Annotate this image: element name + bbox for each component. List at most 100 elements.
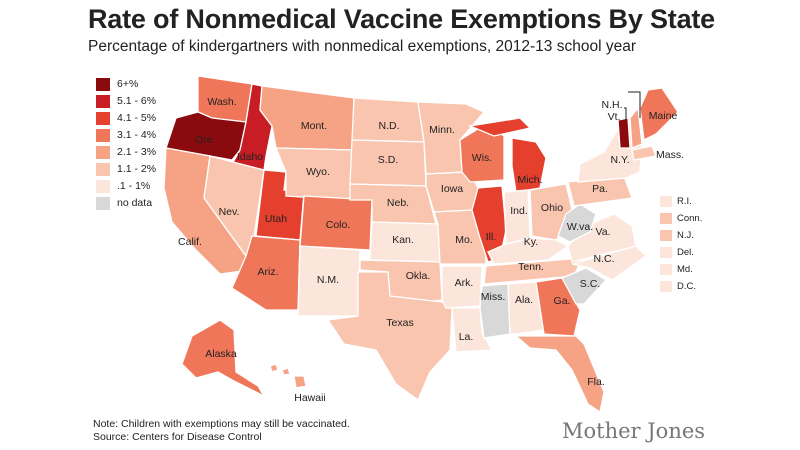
small-state-label: N.J. [677,230,694,241]
state-fl [514,335,605,414]
state-label-mo: Mo. [455,234,473,246]
state-label-wy: Wyo. [306,166,330,178]
state-label-id: Idaho [237,151,263,163]
small-state-item: Del. [660,245,702,260]
state-label-nm: N.M. [317,274,339,286]
legend-item: 2.1 - 3% [96,144,156,160]
small-state-item: Md. [660,262,702,277]
legend: 6+% 5.1 - 6% 4.1 - 5% 3.1 - 4% 2.1 - 3% 1.1 -… [96,76,156,212]
state-label-ks: Kan. [392,234,414,246]
state-label-sd: S.D. [378,154,398,166]
state-ms [479,283,511,339]
state-label-ne: Neb. [387,197,409,209]
nh-callout-line [628,91,641,118]
state-label-fl: Fla. [587,376,605,388]
legend-label: .1 - 1% [117,180,151,192]
state-label-wv: W.va. [567,221,593,233]
state-label-ar: Ark. [455,277,474,289]
legend-item: 4.1 - 5% [96,110,156,126]
small-state-label: Md. [677,264,693,275]
nh-vt-callout [624,91,641,120]
state-label-sc: S.C. [580,278,600,290]
state-tx [326,271,453,402]
legend-label: 1.1 - 2% [117,163,157,175]
small-state-item: D.C. [660,279,702,294]
legend-item: 5.1 - 6% [96,93,156,109]
state-label-mn: Minn. [429,124,455,136]
legend-swatch [96,128,110,142]
state-al [507,281,545,335]
state-mt [259,85,355,151]
legend-item: no data [96,195,156,211]
legend-item: 6+% [96,76,156,92]
state-label-va: Va. [596,226,611,238]
small-state-item: R.I. [660,194,702,209]
vt-callout-line [624,107,627,120]
legend-label: 5.1 - 6% [117,95,157,107]
state-label-nv: Nev. [219,206,240,218]
state-ky [487,237,570,265]
state-ga [535,277,581,337]
state-nh [629,106,643,149]
legend-label: no data [117,197,153,209]
state-sc [561,267,608,305]
legend-label: 2.1 - 3% [117,146,157,158]
small-states-legend: R.I. Conn. N.J. Del. Md. D.C. [660,194,702,296]
state-label-ga: Ga. [554,295,571,307]
state-label-mt: Mont. [301,120,327,132]
small-state-label: R.I. [677,196,692,207]
state-label-ok: Okla. [406,270,431,282]
state-label-il: Ill. [486,231,497,243]
state-hi [269,363,307,389]
state-label-ma: Mass. [656,149,684,161]
state-label-nh: N.H. [602,99,623,111]
small-state-label: D.C. [677,281,696,292]
state-label-ky: Ky. [524,236,538,248]
state-label-ca: Calif. [178,236,202,248]
small-state-swatch [660,281,672,292]
note-text: Note: Children with exemptions may still… [93,418,350,430]
state-ma [631,145,657,161]
state-label-ny: N.Y. [610,154,629,166]
small-state-swatch [660,247,672,258]
state-label-ut: Utah [265,213,287,225]
state-label-vt: Vt. [608,111,621,123]
state-ar [441,265,483,309]
state-vt [617,117,631,149]
legend-label: 3.1 - 4% [117,129,157,141]
state-label-hi: Hawaii [294,392,326,404]
map-title: Rate of Nonmedical Vaccine Exemptions By… [88,4,716,34]
legend-swatch [96,162,110,176]
small-state-item: N.J. [660,228,702,243]
legend-label: 4.1 - 5% [117,112,157,124]
small-state-label: Del. [677,247,694,258]
state-label-wi: Wis. [472,152,492,164]
legend-swatch [96,77,110,91]
state-label-ak: Alaska [205,348,237,360]
legend-swatch [96,94,110,108]
state-label-oh: Ohio [541,202,563,214]
state-label-wa: Wash. [207,96,236,108]
state-label-tx: Texas [386,317,413,329]
legend-item: .1 - 1% [96,178,156,194]
state-label-in: Ind. [510,205,528,217]
state-label-pa: Pa. [592,183,608,195]
map-subtitle: Percentage of kindergartners with nonmed… [88,38,636,55]
legend-item: 3.1 - 4% [96,127,156,143]
footnote: Note: Children with exemptions may still… [93,418,350,444]
legend-swatch [96,111,110,125]
small-state-label: Conn. [677,213,703,224]
state-me [639,87,679,141]
legend-swatch [96,196,110,210]
legend-swatch [96,145,110,159]
state-label-me: Maine [649,110,678,122]
small-state-swatch [660,213,672,224]
state-label-nd: N.D. [379,120,400,132]
legend-item: 1.1 - 2% [96,161,156,177]
state-label-la: La. [459,331,474,343]
source-text: Source: Centers for Disease Control [93,431,262,443]
state-label-or: Ore. [195,134,215,146]
state-label-ia: Iowa [441,183,463,195]
state-label-mi: Mich. [517,174,542,186]
